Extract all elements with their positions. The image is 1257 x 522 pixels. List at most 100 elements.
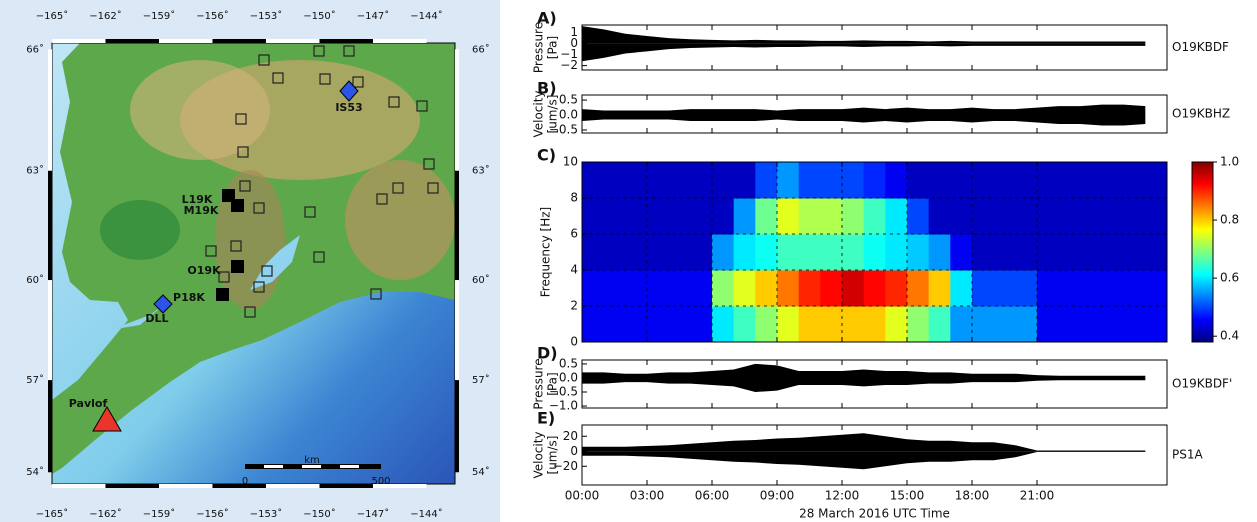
heatmap-cell (1058, 306, 1081, 342)
lon-tick-label: −159˚ (143, 508, 175, 520)
lat-tick-label: 54˚ (26, 466, 44, 478)
station-label: DLL (145, 312, 168, 325)
heatmap-cell (603, 306, 626, 342)
heatmap-cell (668, 162, 691, 199)
panel-label: B) (537, 79, 557, 98)
y-axis-label: Velocity (532, 431, 546, 478)
heatmap-cell (1145, 198, 1167, 235)
scale-label: 500 (371, 476, 390, 487)
heatmap-cell (907, 234, 930, 271)
heatmap-cell (755, 234, 778, 271)
y-tick-label: 0.5 (559, 93, 578, 107)
station-label: L19K (182, 193, 213, 206)
envelope-lower (582, 43, 1146, 62)
heatmap-cell (777, 162, 800, 199)
lon-tick-label: −156˚ (196, 508, 228, 520)
heatmap-cell (625, 306, 648, 342)
x-tick-label: 15:00 (890, 489, 925, 503)
y-axis-label: Velocity (532, 90, 546, 137)
y-tick-label: 0.0 (559, 370, 578, 384)
lat-tick-label: 57˚ (472, 374, 490, 386)
heatmap-cell (798, 270, 821, 307)
heatmap-cell (1015, 234, 1038, 271)
y-axis-label: [um/s] (546, 436, 560, 475)
heatmap-cell (972, 306, 995, 342)
heatmap-cell (625, 162, 648, 199)
heatmap-cell (582, 270, 605, 307)
station-name: O19KBHZ (1172, 107, 1230, 121)
y-tick-label: −1 (560, 47, 578, 61)
heatmap-cell (625, 234, 648, 271)
lon-tick-label: −156˚ (196, 10, 228, 22)
heatmap-cell (1123, 306, 1146, 342)
heatmap-cell (842, 198, 865, 235)
y-tick-label: 6 (570, 227, 578, 241)
heatmap-cell (1058, 162, 1081, 199)
heatmap-cell (755, 198, 778, 235)
x-tick-label: 00:00 (565, 489, 600, 503)
heatmap-cell (798, 198, 821, 235)
y-tick-label: −0.5 (549, 123, 578, 137)
lon-tick-label: −147˚ (357, 10, 389, 22)
heatmap-cell (863, 162, 886, 199)
y-tick-label: 1 (570, 25, 578, 39)
lon-tick-label: −153˚ (250, 508, 282, 520)
envelope-upper (582, 433, 1146, 452)
y-tick-label: 8 (570, 191, 578, 205)
station-name: O19KBDF' (1172, 377, 1232, 391)
lat-tick-label: 66˚ (26, 43, 44, 55)
heatmap-cell (863, 306, 886, 342)
key-stations (92, 80, 381, 469)
heatmap-cell (993, 198, 1016, 235)
heatmap-cell (863, 198, 886, 235)
heatmap-cell (885, 234, 908, 271)
heatmap-cell (798, 162, 821, 199)
heatmap-cell (1145, 270, 1167, 307)
envelope-lower (582, 451, 1146, 470)
heatmap-cell (820, 162, 843, 199)
heatmap-cell (777, 234, 800, 271)
lon-tick-label: −144˚ (410, 10, 442, 22)
lat-tick-label: 63˚ (26, 165, 44, 177)
heatmap-cell (1058, 234, 1081, 271)
station-label: P18K (173, 291, 205, 304)
lon-tick-label: −165˚ (36, 508, 68, 520)
waveform (582, 433, 1146, 470)
heatmap-cell (1102, 234, 1125, 271)
y-tick-label: 0 (570, 444, 578, 458)
lon-tick-label: −150˚ (303, 508, 335, 520)
heatmap-cell (777, 306, 800, 342)
heatmap-cell (1080, 270, 1103, 307)
heatmap-cell (1080, 234, 1103, 271)
y-axis-label: [Pa] (546, 372, 560, 395)
heatmap-cell (1037, 306, 1060, 342)
lon-tick-label: −153˚ (250, 10, 282, 22)
heatmap-cell (690, 306, 713, 342)
envelope-upper (582, 104, 1146, 116)
waveform (582, 104, 1146, 126)
heatmap-cell (625, 198, 648, 235)
y-axis-label: Pressure (532, 358, 546, 409)
x-tick-label: 21:00 (1020, 489, 1055, 503)
heatmap-cell (625, 270, 648, 307)
heatmap-cell (1123, 198, 1146, 235)
lat-tick-label: 66˚ (472, 43, 490, 55)
y-tick-label: 4 (570, 263, 578, 277)
heatmap-cell (777, 198, 800, 235)
heatmap-cell (1015, 270, 1038, 307)
heatmap-cell (603, 270, 626, 307)
envelope-lower (582, 377, 1146, 392)
heatmap-cell (582, 234, 605, 271)
heatmap-cell (885, 270, 908, 307)
heatmap-cell (928, 306, 951, 342)
heatmap-cell (972, 234, 995, 271)
heatmap-cell (733, 234, 756, 271)
colorbar (1191, 161, 1214, 343)
station-label: M19K (184, 204, 219, 217)
heatmap-cell (885, 306, 908, 342)
lon-tick-label: −147˚ (357, 508, 389, 520)
station-icons (205, 45, 439, 318)
heatmap-cell (907, 162, 930, 199)
map-body (52, 43, 455, 484)
heatmap-cell (733, 270, 756, 307)
